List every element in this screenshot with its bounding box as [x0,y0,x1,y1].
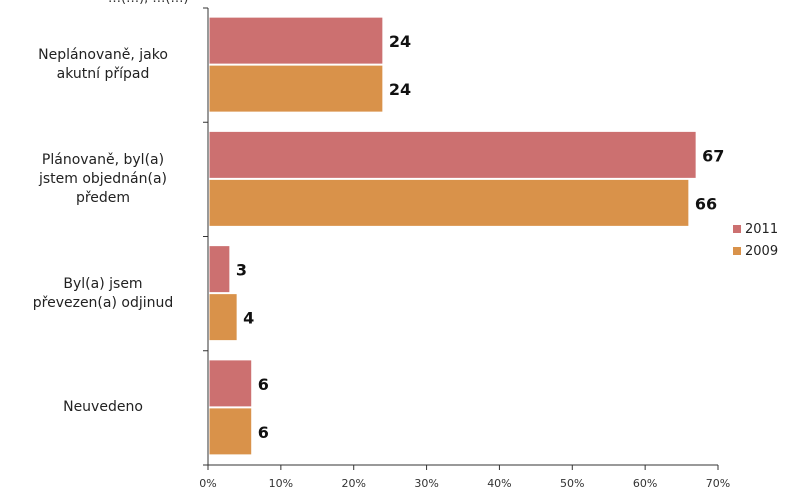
category-label-line: Neplánovaně, jako [8,46,198,65]
category-label: Neuvedeno [8,398,198,417]
legend-swatch-2009 [733,247,741,255]
bar-2011 [209,246,230,293]
data-label-2011: 6 [258,375,269,394]
x-tick-label: 10% [269,477,293,488]
category-label-line: akutní případ [8,65,198,84]
legend-item-2011: 2011 [733,218,778,240]
x-tick-label: 50% [560,477,584,488]
x-tick-label: 30% [414,477,438,488]
bar-2011 [209,131,696,178]
data-label-2011: 3 [236,261,247,280]
x-tick-label: 60% [633,477,657,488]
data-label-2009: 24 [389,80,411,99]
category-label: Plánovaně, byl(a) jstem objednán(a) předem [8,151,198,208]
legend-item-2009: 2009 [733,240,778,262]
category-label: Byl(a) jsem převezen(a) odjinud [8,275,198,313]
bar-2009 [209,65,383,112]
x-tick-label: 70% [706,477,730,488]
legend-swatch-2011 [733,225,741,233]
data-label-2011: 67 [702,146,724,165]
category-label-line: převezen(a) odjinud [8,294,198,313]
bar-2009 [209,408,252,455]
data-label-2009: 66 [695,194,717,213]
bar-2009 [209,294,237,341]
x-tick-label: 20% [341,477,365,488]
category-label-line: Plánovaně, byl(a) [8,151,198,170]
bar-2011 [209,17,383,64]
category-label-line: Byl(a) jsem [8,275,198,294]
category-label-line: Neuvedeno [8,398,198,417]
bar-2011 [209,360,252,407]
legend-label-2009: 2009 [745,244,778,259]
category-label-line: předem [8,189,198,208]
data-label-2011: 24 [389,32,411,51]
data-label-2009: 4 [243,309,254,328]
bar-2009 [209,179,689,226]
legend-label-2011: 2011 [745,222,778,237]
x-tick-label: 40% [487,477,511,488]
x-tick-label: 0% [199,477,216,488]
legend: 2011 2009 [733,218,778,262]
data-label-2009: 6 [258,423,269,442]
category-label: Neplánovaně, jako akutní případ [8,46,198,84]
category-label-line: jstem objednán(a) [8,170,198,189]
